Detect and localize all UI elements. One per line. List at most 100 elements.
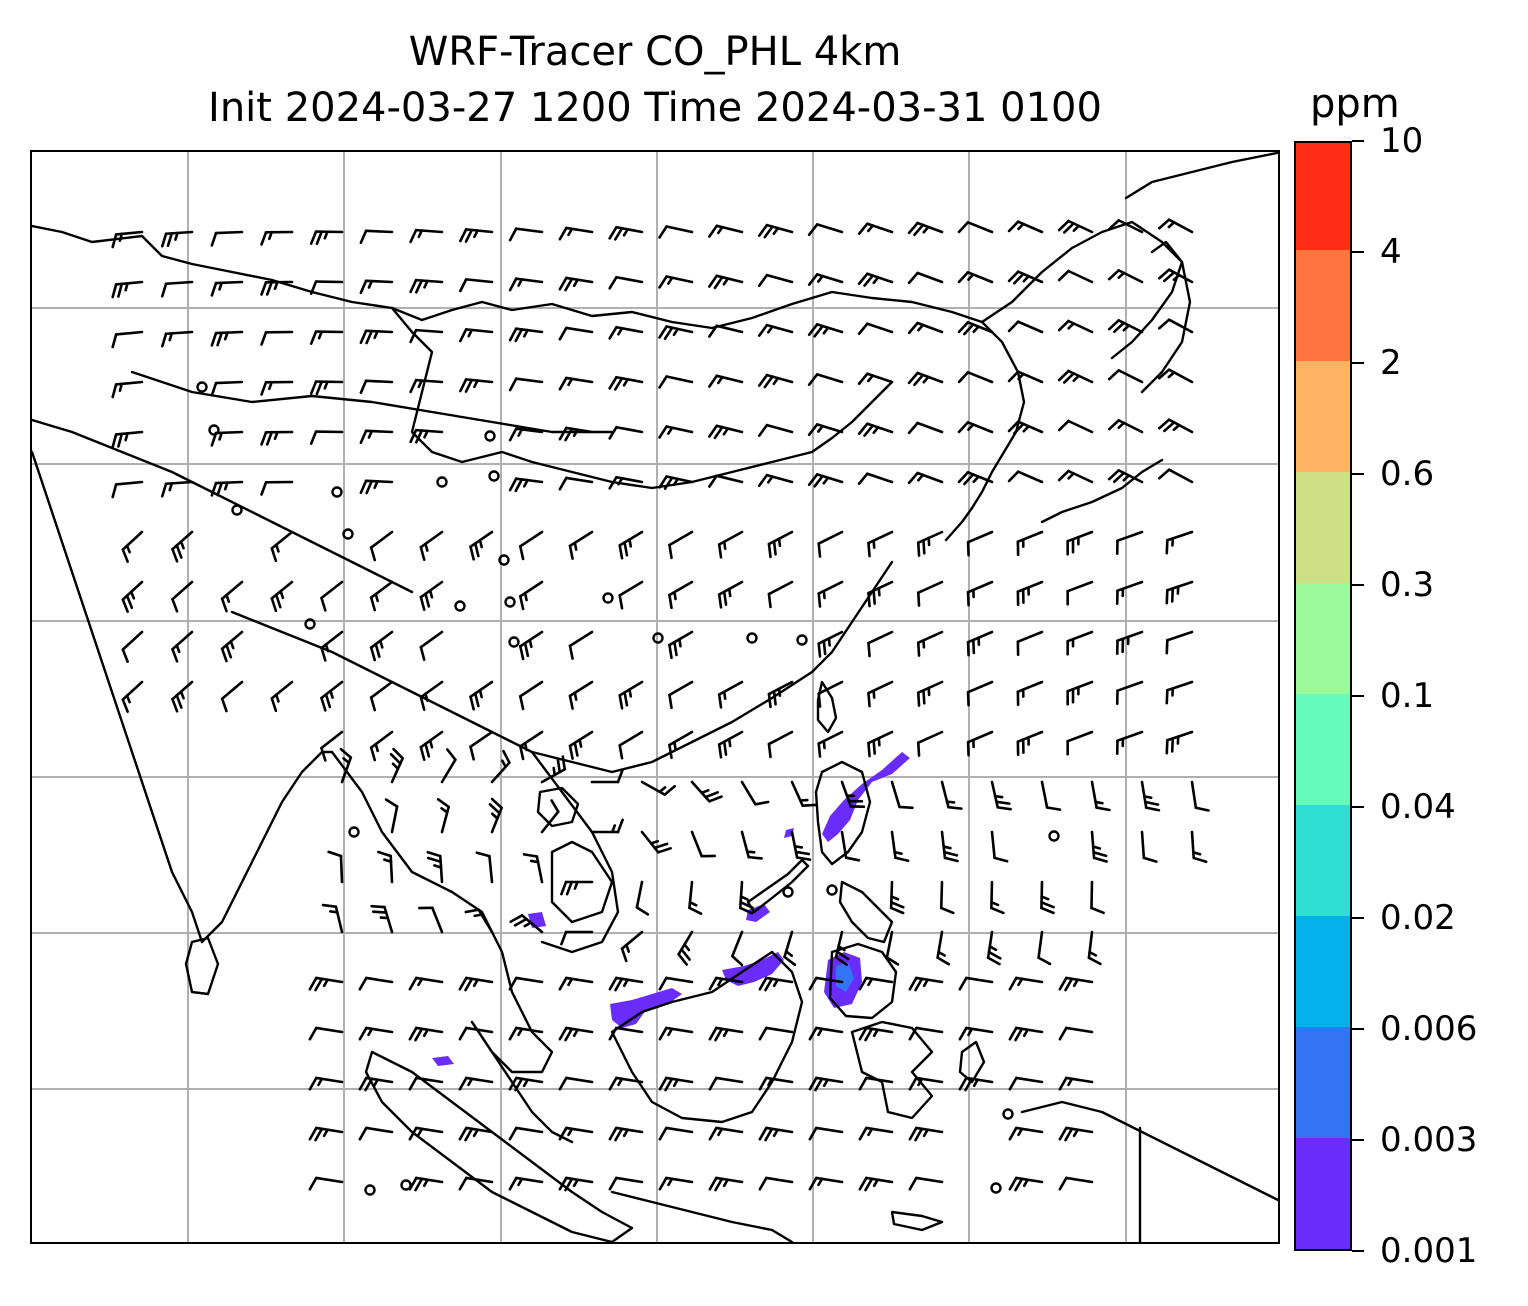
- wind-barb-flag: [658, 1076, 668, 1091]
- wind-barb-shaft: [365, 976, 394, 984]
- calm-wind-circle: [304, 618, 316, 630]
- wind-barb-flag: [863, 424, 875, 437]
- wind-barb: [308, 1026, 344, 1041]
- wind-barb-flag: [667, 1027, 674, 1037]
- wind-barb-flag: [210, 331, 218, 347]
- wind-barb: [1140, 830, 1158, 863]
- wind-barb-flag: [1007, 370, 1020, 383]
- wind-barb-flag: [572, 428, 579, 438]
- wind-barb-flag: [672, 1078, 679, 1088]
- wind-barb-shaft: [114, 430, 144, 436]
- wind-barb: [790, 830, 812, 861]
- wind-barb: [458, 1176, 494, 1191]
- wind-barb-flag: [708, 374, 719, 388]
- wind-barb-flag: [817, 642, 822, 658]
- wind-barb-shaft: [668, 680, 694, 697]
- wind-barb-shaft: [966, 680, 994, 694]
- wind-barb-flag: [772, 690, 777, 706]
- wind-barb: [668, 680, 694, 710]
- coastline-vietnam: [530, 750, 620, 954]
- wind-barb-shaft: [740, 780, 757, 806]
- wind-barb-flag: [369, 546, 377, 562]
- wind-barb-flag: [936, 956, 951, 966]
- wind-barb: [708, 1076, 744, 1091]
- wind-barb-flag: [459, 278, 468, 293]
- wind-barb: [907, 371, 944, 387]
- wind-barb: [121, 680, 144, 713]
- wind-barb-flag: [889, 906, 905, 915]
- coastline-hokkaido: [1140, 240, 1192, 394]
- wind-barb-flag: [558, 276, 568, 291]
- wind-barb-flag: [464, 228, 474, 243]
- wind-barb: [458, 976, 494, 992]
- wind-barb-flag: [229, 640, 235, 650]
- wind-barb-flag: [408, 1076, 418, 1091]
- wind-barb-shaft: [518, 580, 544, 598]
- wind-barb-shaft: [515, 1126, 544, 1134]
- wind-barb-flag: [913, 373, 925, 387]
- wind-barb-flag: [225, 593, 231, 603]
- wind-barb-flag: [522, 853, 539, 858]
- wind-barb: [1016, 680, 1044, 706]
- wind-barb: [590, 768, 624, 784]
- wind-barb: [458, 1126, 494, 1142]
- wind-barb-flag: [467, 1077, 474, 1087]
- wind-barb-flag: [364, 1077, 374, 1092]
- wind-barb-flag: [1122, 474, 1131, 482]
- wind-barb-flag: [872, 539, 876, 549]
- wind-barb-shaft: [1066, 630, 1094, 643]
- wind-barb-flag: [428, 589, 434, 599]
- wind-barb-flag: [417, 229, 424, 239]
- wind-barb-shaft: [640, 780, 667, 796]
- wind-barb-flag: [658, 976, 668, 991]
- wind-barb-flag: [622, 1128, 629, 1138]
- wind-barb-flag: [668, 693, 673, 710]
- wind-barb-flag: [758, 976, 768, 991]
- colorbar: [1294, 141, 1352, 1251]
- wind-barb-flag: [658, 425, 668, 439]
- wind-barb-shaft: [1140, 830, 1146, 860]
- tracer-core-mindanao: [836, 962, 854, 992]
- wind-barb: [160, 480, 194, 498]
- wind-barb: [658, 325, 694, 340]
- calm-wind-circle: [1002, 1108, 1014, 1120]
- wind-barb-flag: [673, 590, 677, 601]
- wind-barb: [509, 914, 544, 934]
- wind-barb-flag: [784, 950, 794, 957]
- wind-barb-flag: [478, 688, 483, 699]
- wind-barb-flag: [667, 1177, 674, 1187]
- wind-barb-flag: [767, 1077, 774, 1087]
- wind-barb-flag: [1107, 269, 1121, 281]
- wind-barb: [807, 273, 844, 286]
- wind-barb: [608, 425, 644, 440]
- wind-barb-flag: [417, 379, 424, 389]
- wind-barb-shaft: [214, 380, 244, 385]
- wind-barb-flag: [1122, 324, 1131, 332]
- wind-barb-flag: [373, 330, 379, 340]
- coastline-sulawesi: [850, 1020, 934, 1120]
- wind-barb: [369, 530, 394, 562]
- wind-barb-flag: [907, 221, 919, 235]
- wind-barb: [540, 799, 560, 834]
- wind-barb: [1057, 469, 1094, 484]
- wind-barb: [966, 730, 994, 757]
- wind-barb: [459, 378, 494, 393]
- wind-barb: [758, 976, 794, 992]
- wind-barb: [608, 976, 644, 992]
- wind-barb-flag: [573, 741, 579, 757]
- wind-barb: [320, 630, 344, 662]
- wind-barb-flag: [1057, 419, 1070, 432]
- wind-barb-shaft: [419, 530, 444, 549]
- wind-barb-shaft: [214, 280, 244, 285]
- wind-barb-shaft: [990, 830, 996, 860]
- wind-barb: [1190, 830, 1208, 864]
- wind-barb-flag: [561, 755, 567, 771]
- wind-barb-flag: [817, 424, 824, 433]
- wind-barb: [990, 880, 1005, 915]
- wind-barb-flag: [708, 474, 719, 488]
- wind-barb: [717, 680, 744, 709]
- wind-barb-flag: [322, 1128, 329, 1138]
- wind-barb-shaft: [389, 854, 394, 884]
- wind-barb-flag: [568, 694, 574, 710]
- wind-barb-flag: [990, 906, 1005, 915]
